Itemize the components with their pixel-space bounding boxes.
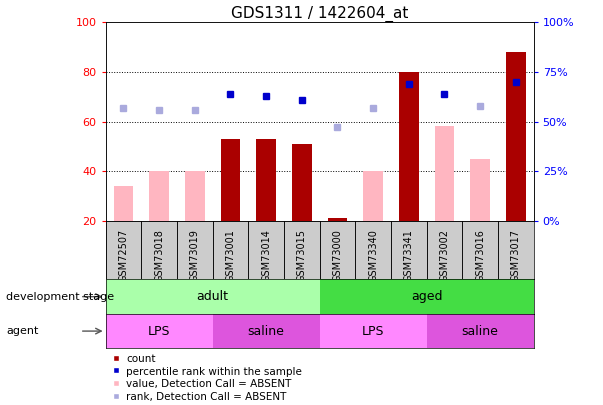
Bar: [185, 171, 204, 221]
Bar: [506, 52, 526, 221]
Text: agent: agent: [6, 326, 39, 336]
Bar: [256, 139, 276, 221]
Bar: [435, 126, 454, 221]
Bar: [221, 139, 240, 221]
Legend: count, percentile rank within the sample, value, Detection Call = ABSENT, rank, : count, percentile rank within the sample…: [111, 354, 302, 402]
Text: development stage: development stage: [6, 292, 114, 302]
Bar: [327, 218, 347, 221]
Title: GDS1311 / 1422604_at: GDS1311 / 1422604_at: [231, 6, 408, 22]
Text: LPS: LPS: [362, 324, 384, 338]
Bar: [426, 314, 534, 348]
Bar: [320, 314, 426, 348]
Text: adult: adult: [197, 290, 229, 303]
Text: saline: saline: [248, 324, 285, 338]
Bar: [106, 314, 212, 348]
Bar: [470, 159, 490, 221]
Text: LPS: LPS: [148, 324, 170, 338]
Bar: [106, 279, 320, 314]
Bar: [399, 72, 418, 221]
Bar: [212, 314, 320, 348]
Bar: [149, 171, 169, 221]
Bar: [320, 279, 534, 314]
Bar: [292, 144, 312, 221]
Bar: [363, 171, 383, 221]
Bar: [113, 186, 133, 221]
Text: saline: saline: [462, 324, 499, 338]
Text: aged: aged: [411, 290, 443, 303]
